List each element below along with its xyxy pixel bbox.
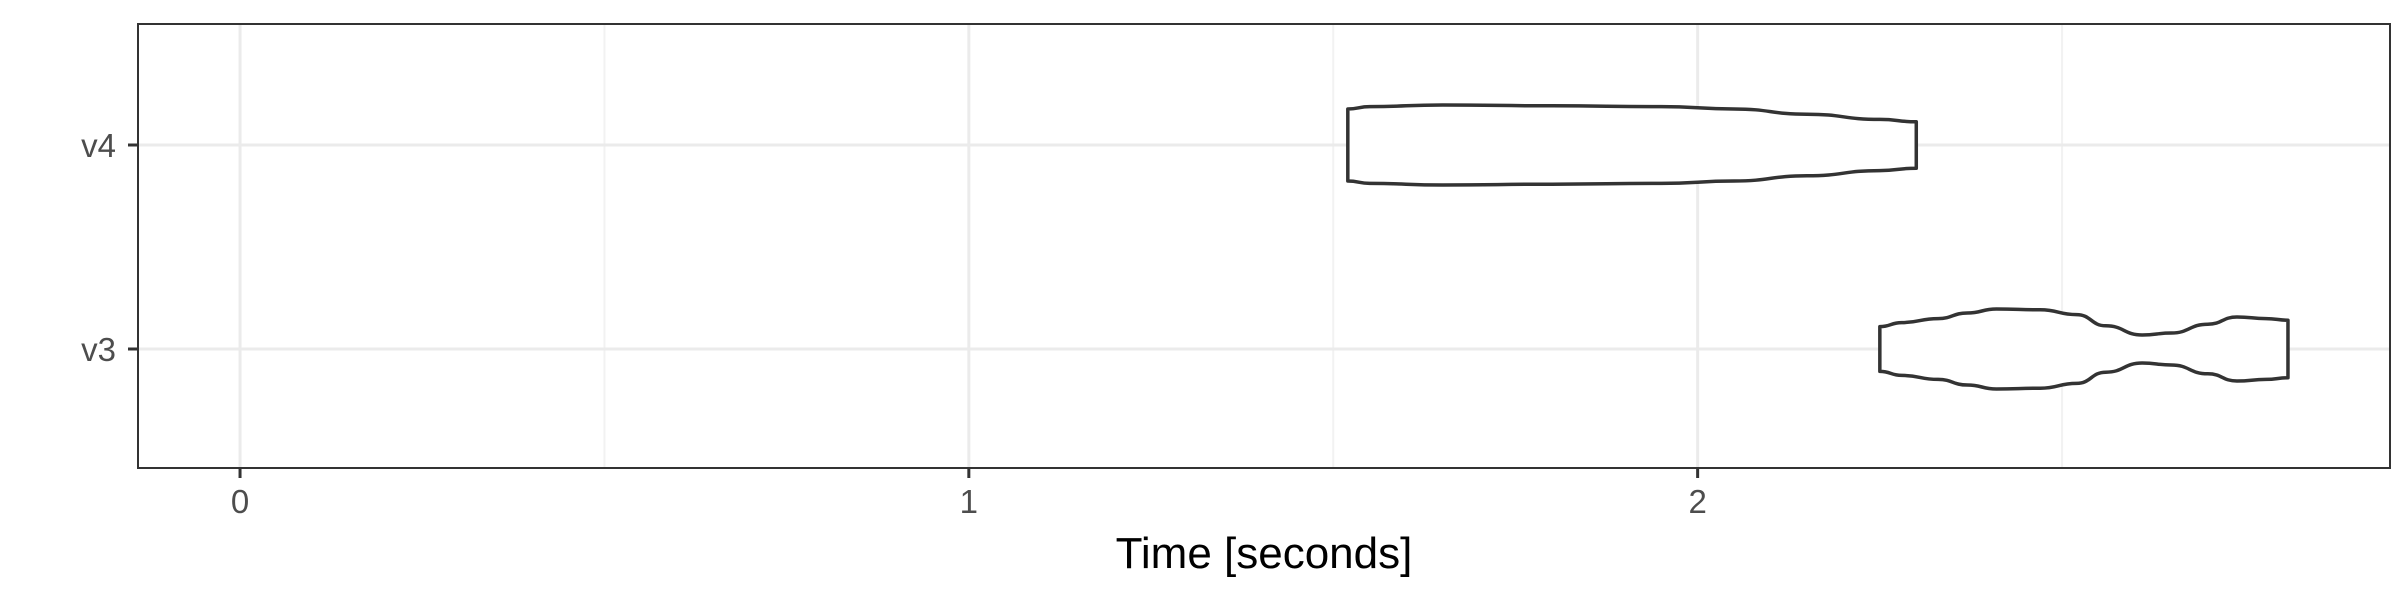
violins <box>1346 103 2290 391</box>
violin-v3 <box>1878 307 2290 391</box>
x-axis-title: Time [seconds] <box>1116 529 1413 578</box>
axes: 0 1 2 v3 v4 <box>81 127 1707 520</box>
violin-v4 <box>1346 103 1919 187</box>
x-tick-label: 0 <box>231 483 249 520</box>
y-tick-label: v4 <box>81 127 116 164</box>
y-tick-label: v3 <box>81 331 116 368</box>
x-tick-label: 1 <box>960 483 978 520</box>
plot-panel-border <box>137 23 2391 469</box>
grid-lines <box>138 24 2390 468</box>
x-tick-label: 2 <box>1688 483 1706 520</box>
